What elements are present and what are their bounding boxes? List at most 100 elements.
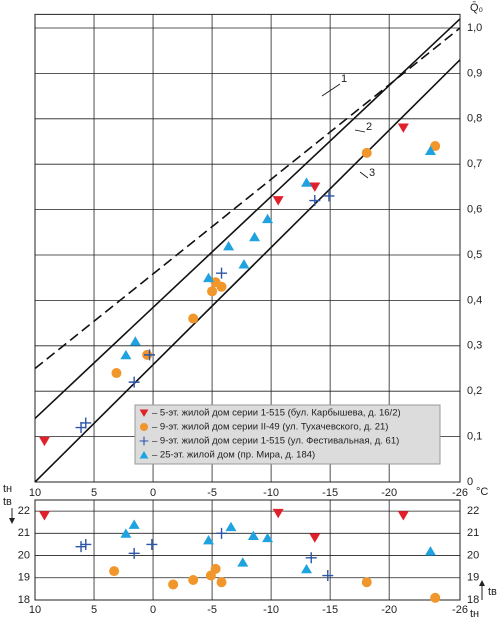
reference-line bbox=[35, 59, 460, 482]
marker bbox=[75, 422, 87, 434]
x-tick-label: 10 bbox=[29, 604, 41, 616]
marker bbox=[262, 213, 274, 224]
marker bbox=[120, 349, 132, 360]
marker bbox=[272, 508, 284, 519]
marker bbox=[424, 546, 436, 556]
x-tick-label: 5 bbox=[91, 604, 97, 616]
marker bbox=[216, 577, 227, 588]
x-tick-label: -26 bbox=[452, 487, 468, 499]
marker bbox=[216, 281, 227, 292]
y-tick-label: 0,7 bbox=[467, 158, 482, 170]
marker bbox=[309, 182, 321, 192]
y-tick-label: 21 bbox=[467, 527, 479, 539]
x-tick-label: 0 bbox=[150, 487, 156, 499]
legend-label: – 25-эт. жилой дом (пр. Мира, д. 184) bbox=[152, 450, 315, 461]
x-tick-label: -20 bbox=[381, 604, 397, 616]
x-tick-label: -10 bbox=[263, 487, 279, 499]
y-tick-label: 22 bbox=[467, 505, 479, 517]
marker bbox=[210, 563, 221, 574]
y-tick-label: 0,1 bbox=[467, 431, 482, 443]
reference-line bbox=[35, 18, 460, 420]
t-in-label: tв bbox=[488, 586, 497, 598]
marker bbox=[203, 272, 215, 283]
marker bbox=[397, 123, 409, 133]
t-out-label: tн bbox=[3, 483, 12, 495]
marker bbox=[309, 533, 321, 543]
marker bbox=[225, 521, 237, 532]
marker bbox=[38, 511, 50, 521]
marker bbox=[128, 376, 140, 388]
marker bbox=[424, 145, 436, 155]
y-tick-label: 0 bbox=[467, 476, 473, 488]
y-axis-title: Q̄₀ bbox=[470, 1, 483, 14]
x-tick-label: -15 bbox=[322, 604, 338, 616]
marker bbox=[262, 532, 274, 543]
y-tick-label: 19 bbox=[18, 572, 30, 584]
marker bbox=[397, 511, 409, 521]
marker bbox=[109, 566, 120, 577]
x-tick-label: -26 bbox=[452, 604, 468, 616]
y-tick-label: 0,8 bbox=[467, 113, 482, 125]
marker bbox=[238, 259, 250, 269]
marker bbox=[111, 368, 122, 379]
marker bbox=[237, 557, 249, 567]
y-tick-label: 19 bbox=[467, 572, 479, 584]
legend-label: – 5-эт. жилой дом серии 1-515 (бул. Карб… bbox=[152, 408, 401, 419]
plot-frame bbox=[34, 499, 461, 601]
marker bbox=[322, 570, 334, 582]
y-tick-label: 20 bbox=[18, 549, 30, 561]
marker bbox=[223, 240, 235, 251]
marker bbox=[430, 592, 441, 603]
marker bbox=[75, 541, 87, 553]
legend-swatch bbox=[140, 423, 148, 431]
legend-swatch bbox=[139, 409, 149, 417]
x-tick-label: -5 bbox=[207, 487, 217, 499]
marker bbox=[146, 538, 158, 550]
marker bbox=[309, 195, 321, 207]
leader-line bbox=[321, 83, 341, 97]
x-tick-label: 0 bbox=[150, 604, 156, 616]
marker bbox=[305, 552, 317, 564]
marker bbox=[216, 267, 228, 279]
marker bbox=[249, 231, 261, 242]
marker bbox=[38, 436, 50, 447]
legend-label: – 9-эт. жилой дом серии II-49 (ул. Тухач… bbox=[152, 422, 388, 433]
marker bbox=[361, 577, 372, 588]
x-tick-label: 5 bbox=[91, 487, 97, 499]
marker bbox=[207, 286, 218, 297]
y-tick-label: 1,0 bbox=[467, 22, 482, 34]
y-tick-label: 21 bbox=[18, 527, 30, 539]
t-out-label: tн bbox=[470, 608, 479, 620]
marker bbox=[144, 349, 156, 361]
x-tick-label: -20 bbox=[381, 487, 397, 499]
arrow-head bbox=[9, 518, 15, 524]
y-tick-label: 0,6 bbox=[467, 204, 482, 216]
y-tick-label: 22 bbox=[18, 505, 30, 517]
y-tick-label: 0,5 bbox=[467, 249, 482, 261]
marker bbox=[80, 538, 92, 550]
marker bbox=[430, 141, 441, 152]
y-tick-label: 20 bbox=[467, 549, 479, 561]
y-tick-label: 0,4 bbox=[467, 294, 482, 306]
marker bbox=[128, 519, 140, 529]
marker bbox=[120, 528, 132, 538]
marker bbox=[128, 547, 140, 559]
marker bbox=[188, 575, 199, 585]
leader-line bbox=[359, 171, 369, 179]
y-tick-label: 0,9 bbox=[467, 67, 482, 79]
y-tick-label: 18 bbox=[18, 594, 30, 606]
marker bbox=[80, 417, 92, 429]
marker bbox=[188, 313, 199, 324]
legend-swatch bbox=[139, 451, 149, 459]
arrow-head bbox=[479, 580, 485, 586]
line-label: 1 bbox=[341, 73, 347, 85]
marker bbox=[129, 336, 141, 346]
marker bbox=[216, 527, 228, 539]
y-tick-label: 18 bbox=[467, 594, 479, 606]
leader-line bbox=[354, 129, 366, 133]
marker bbox=[203, 535, 215, 545]
t-in-label: tв bbox=[3, 496, 12, 508]
marker bbox=[361, 147, 372, 158]
marker bbox=[272, 196, 284, 206]
